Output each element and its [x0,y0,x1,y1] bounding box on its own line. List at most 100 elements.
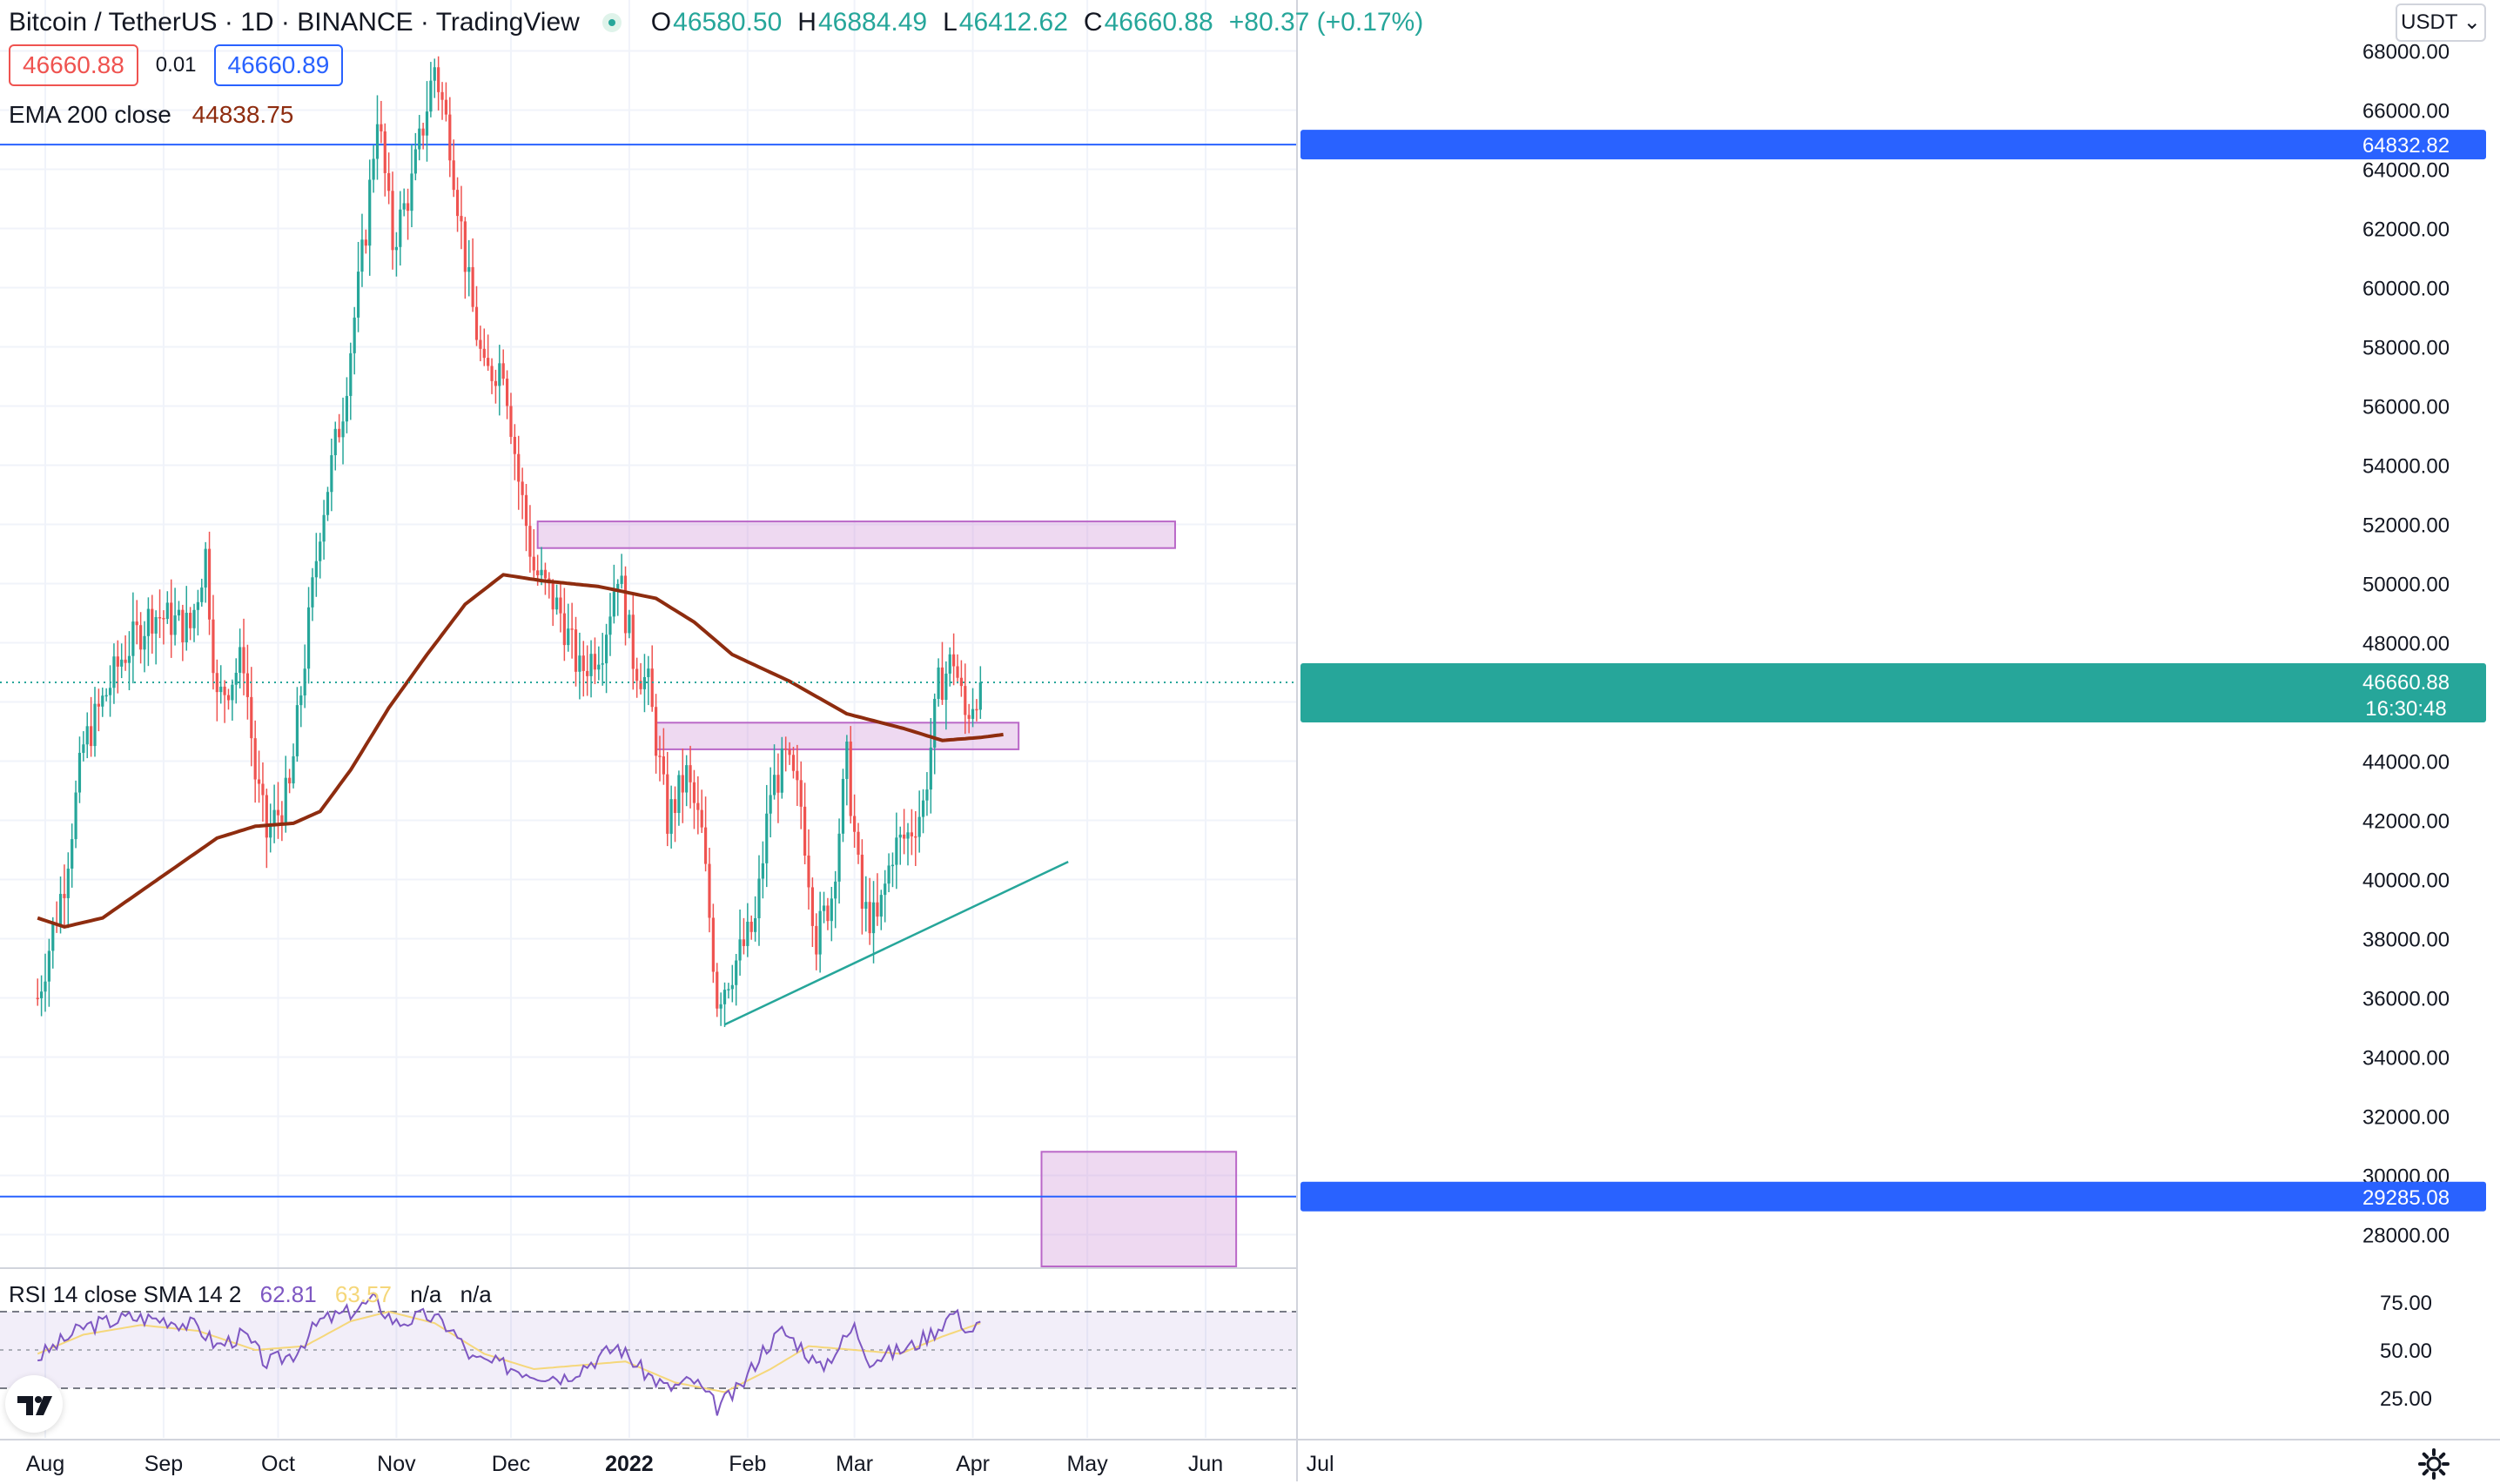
candle-body [345,395,349,422]
candle-body [135,621,138,626]
candle-body [139,625,143,650]
rsi-legend[interactable]: RSI 14 close SMA 14 2 62.81 63.57 n/a n/… [9,1281,504,1308]
candle-body [299,695,303,706]
candle-body [849,742,852,816]
candle-body [822,905,826,911]
candle-body [338,428,341,438]
ema-legend-value: 44838.75 [192,101,294,128]
candle-body [677,775,681,814]
candle-body [410,173,413,212]
candle-body [479,339,482,349]
price-tick-label: 54000.00 [2362,455,2450,479]
zone-rect-0 [536,520,1176,549]
candle-body [341,421,345,438]
buy-price-button[interactable]: 46660.89 [213,44,344,86]
candle-body [895,837,898,865]
last-price-label: 46660.88 [2362,671,2450,695]
market-status-icon[interactable] [601,13,622,32]
close-value: 46660.88 [1104,8,1213,37]
time-tick-label: Oct [261,1452,295,1476]
candle-body [884,883,887,896]
candle-body [151,608,154,634]
candle-body [769,795,772,814]
candle-body [554,597,559,610]
candle-body [501,363,505,379]
candle-body [810,887,814,926]
candle-body [284,777,287,824]
candle-body [524,494,528,527]
price-tick-label: 32000.00 [2362,1106,2450,1130]
candle-body [536,570,540,575]
candle-body [964,686,967,715]
candle-body [265,795,268,838]
candle-body [226,695,231,701]
candle-body [639,681,642,689]
gear-icon[interactable] [2418,1448,2450,1480]
low-value: 46412.62 [958,8,1068,37]
candle-body [207,548,212,620]
candle-body [353,317,356,353]
candle-body [929,747,932,790]
candle-body [368,179,372,246]
candle-body [830,898,833,922]
sell-price-button[interactable]: 46660.88 [9,44,138,86]
tradingview-logo-icon[interactable] [5,1375,63,1433]
symbol-title[interactable]: Bitcoin / TetherUS · 1D · BINANCE · Trad… [9,8,580,37]
time-tick-label: Nov [377,1452,416,1476]
time-tick-label: Jul [1307,1452,1334,1476]
candle-body [521,481,524,495]
candle-body [63,894,66,898]
candle-body [845,742,849,779]
candle-body [154,617,158,634]
candle-body [864,902,868,910]
candle-body [394,246,399,251]
candle-body [780,748,783,793]
candle-body [239,647,242,673]
high-value: 46884.49 [817,8,928,37]
candle-body [143,635,146,650]
price-tick-label: 50000.00 [2362,574,2450,597]
candle-body [120,659,124,667]
candle-body [173,615,177,635]
horizontal-lines[interactable] [0,144,1297,1198]
candle-body [200,588,204,602]
candle-body [108,688,112,695]
candle-body [74,792,77,840]
candle-body [815,925,818,955]
price-tick-label: 52000.00 [2362,514,2450,538]
candle-body [272,809,276,826]
currency-label: USDT [2401,10,2458,34]
candle-body [71,839,74,869]
time-tick-label: May [1066,1452,1108,1476]
candle-body [903,834,906,839]
candle-body [196,601,199,610]
ema-line [37,573,1004,929]
price-tick-label: 40000.00 [2362,870,2450,893]
candle-body [642,676,647,689]
open-key: O [650,8,672,37]
rsi-ma-line [37,1310,981,1393]
candle-body [204,548,207,588]
zones[interactable] [536,520,1238,1268]
candle-body [185,613,188,643]
price-tick-label: 38000.00 [2362,929,2450,952]
candle-body [429,80,433,112]
candle-body [562,613,566,646]
candle-body [757,878,761,918]
ema-legend[interactable]: EMA 200 close 44838.75 [9,101,293,129]
trendline-group[interactable] [723,860,1069,1026]
time-tick-label: 2022 [605,1452,654,1476]
candle-body [906,832,910,839]
currency-selector[interactable]: USDT ⌄ [2396,3,2486,42]
candle-body [257,779,261,784]
candle-body [871,902,876,934]
candle-body [112,656,116,688]
candle-body [704,827,708,864]
candle-body [219,686,223,693]
candle-body [242,647,245,674]
rsi-tick-label: 50.00 [2380,1340,2432,1363]
candle-body [276,809,280,816]
change-value: +80.37 (+0.17%) [1228,8,1424,37]
candle-body [956,666,959,678]
